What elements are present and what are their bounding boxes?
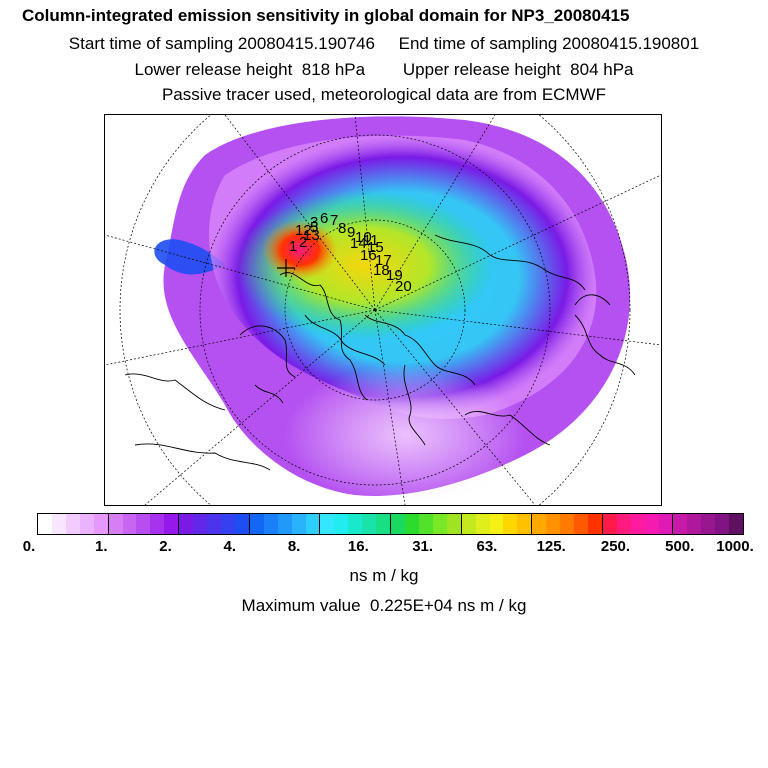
colorbar-segment <box>587 514 603 534</box>
colorbar-segment <box>729 514 744 534</box>
trajectory-label: 17 <box>375 252 392 269</box>
colorbar-segment <box>574 514 588 534</box>
colorbar-segment <box>630 514 645 534</box>
colorbar-segment <box>249 514 264 534</box>
release-site-marker <box>277 259 295 277</box>
colorbar-tick-label: 63. <box>476 538 498 555</box>
colorbar-segment <box>320 514 335 534</box>
colorbar-segment <box>348 514 363 534</box>
colorbar-segment <box>38 514 52 534</box>
colorbar-tick-label: 1000. <box>716 538 754 555</box>
colorbar-tick-label: 125. <box>536 538 566 555</box>
colorbar-segment <box>305 514 321 534</box>
sensitivity-map: 1 2 3 5 6 7 8 9 10 11 12 13 14 15 16 17 … <box>104 114 662 506</box>
sensitivity-field-lobe <box>154 239 225 275</box>
colorbar-tick-label: 0. <box>22 538 36 555</box>
trajectory-label: 6 <box>320 210 328 227</box>
colorbar <box>37 513 744 535</box>
trajectory-label: 12 <box>295 222 312 239</box>
colorbar-tick-label: 500. <box>665 538 695 555</box>
trajectory-label: 9 <box>347 224 355 241</box>
colorbar-segment <box>150 514 165 534</box>
colorbar-segment <box>715 514 730 534</box>
graticule <box>105 115 661 505</box>
trajectory-label: 3 <box>310 214 318 231</box>
colorbar-segment <box>602 514 617 534</box>
sensitivity-field-south <box>285 365 525 505</box>
sampling-time-line: Start time of sampling 20080415.190746 E… <box>68 34 700 53</box>
trajectory-labels: 1 2 3 5 6 7 8 9 10 11 12 13 14 15 16 17 … <box>289 210 412 295</box>
colorbar-segment <box>51 514 66 534</box>
trajectory-label: 13 <box>303 227 320 244</box>
colorbar-tick-label: 31. <box>412 538 434 555</box>
colorbar-segment <box>207 514 221 534</box>
colorbar-segment <box>446 514 462 534</box>
colorbar-segment <box>234 514 250 534</box>
colorbar-segment <box>546 514 561 534</box>
colorbar-segment <box>418 514 433 534</box>
trajectory-label: 15 <box>367 239 384 256</box>
trajectory-label: 14 <box>350 235 367 252</box>
colorbar-segment <box>644 514 659 534</box>
trajectory-label: 20 <box>395 278 412 295</box>
colorbar-segment <box>658 514 674 534</box>
colorbar-segment <box>391 514 405 534</box>
colorbar-segment <box>475 514 490 534</box>
release-height-line: Lower release height 818 hPa Upper relea… <box>134 60 634 79</box>
colorbar-segment <box>193 514 208 534</box>
colorbar-segment <box>404 514 419 534</box>
colorbar-segment <box>122 514 137 534</box>
trajectory-label: 1 <box>289 238 297 255</box>
sensitivity-field-max <box>262 220 338 280</box>
colorbar-segment <box>220 514 235 534</box>
colorbar-segment <box>503 514 518 534</box>
coastlines <box>124 234 636 471</box>
colorbar-tick-label: 4. <box>223 538 237 555</box>
colorbar-segment <box>334 514 349 534</box>
trajectory-label: 16 <box>360 247 377 264</box>
colorbar-segment <box>277 514 292 534</box>
plot-title: Column-integrated emission sensitivity i… <box>22 6 630 25</box>
trajectory-label: 2 <box>299 234 307 251</box>
colorbar-tick-label: 2. <box>159 538 172 555</box>
trajectory-label: 11 <box>363 232 379 249</box>
colorbar-segment <box>461 514 476 534</box>
colorbar-segment <box>489 514 504 534</box>
colorbar-segment <box>673 514 688 534</box>
trajectory-label: 18 <box>373 262 390 279</box>
tracer-info-line: Passive tracer used, meteorological data… <box>161 85 607 104</box>
colorbar-segment <box>79 514 94 534</box>
colorbar-segment <box>136 514 151 534</box>
colorbar-segment <box>179 514 194 534</box>
colorbar-segment <box>164 514 180 534</box>
colorbar-tick-labels: 0. 1. 2. 4. 8. 16. 31. 63. 125. 250. 500. 1000. <box>0 538 768 558</box>
colorbar-tick-label: 250. <box>600 538 631 555</box>
maximum-value-label: Maximum value 0.225E+04 ns m / kg <box>241 596 527 615</box>
trajectory-label: 7 <box>330 212 338 229</box>
trajectory-label: 8 <box>338 220 346 237</box>
colorbar-segment <box>532 514 547 534</box>
colorbar-segment <box>687 514 702 534</box>
colorbar-segment <box>108 514 123 534</box>
colorbar-segment <box>376 514 392 534</box>
colorbar-segment <box>517 514 533 534</box>
map-canvas: 1 2 3 5 6 7 8 9 10 11 12 13 14 15 16 17 … <box>105 115 661 505</box>
trajectory-label: 5 <box>310 219 318 236</box>
colorbar-segment <box>560 514 575 534</box>
colorbar-segment <box>291 514 306 534</box>
colorbar-tick-label: 8. <box>287 538 301 555</box>
trajectory-label: 10 <box>355 229 372 246</box>
colorbar-segment <box>616 514 631 534</box>
colorbar-segment <box>701 514 716 534</box>
colorbar-segment <box>362 514 377 534</box>
colorbar-tick-label: 16. <box>347 538 369 555</box>
colorbar-segment <box>93 514 109 534</box>
colorbar-segment <box>263 514 278 534</box>
trajectory-label: 19 <box>386 267 403 284</box>
colorbar-segment <box>432 514 447 534</box>
colorbar-units: ns m / kg <box>349 566 419 585</box>
colorbar-tick-label: 1. <box>95 538 108 555</box>
colorbar-segment <box>65 514 80 534</box>
